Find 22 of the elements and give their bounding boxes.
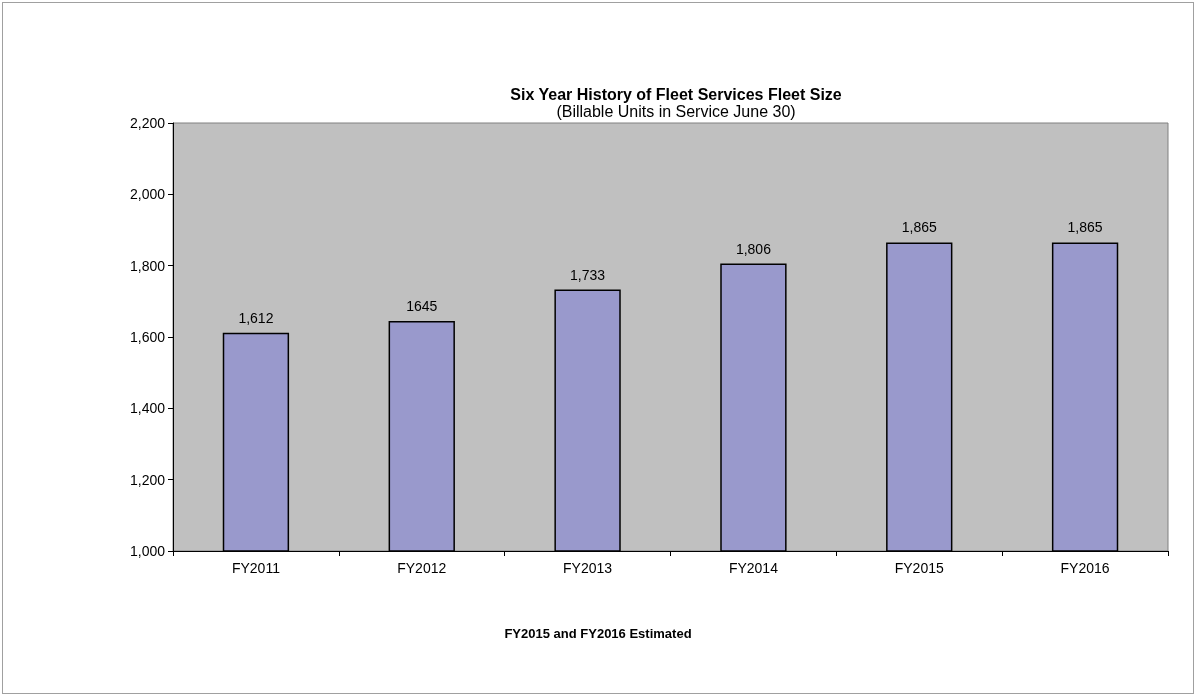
data-label: 1,865 — [901, 219, 937, 236]
y-tick-label: 1,800 — [129, 257, 166, 274]
x-tick-label: FY2014 — [728, 560, 779, 576]
y-tick-label: 2,200 — [129, 115, 166, 131]
text: FY2015 and FY2016 Estimated — [504, 626, 692, 641]
data-label: 1,733 — [570, 266, 606, 283]
data-label: 1,865 — [1067, 219, 1103, 236]
data-label: 1,612 — [238, 309, 274, 326]
chart-title: Six Year History of Fleet Services Fleet Size — [510, 85, 842, 103]
x-tick-label: FY2013 — [563, 560, 613, 576]
chart-subtitle: (Billable Units in Service June 30) — [556, 102, 796, 120]
y-tick-label: 1,200 — [129, 471, 166, 488]
y-tick-label: 2,000 — [129, 186, 166, 203]
y-tick-label: 1,600 — [129, 329, 166, 345]
y-tick-label: 1,400 — [129, 400, 166, 417]
x-tick-label: FY2016 — [1060, 560, 1110, 576]
y-tick-label: 1,000 — [129, 543, 166, 559]
data-label: 1,806 — [735, 240, 772, 257]
x-tick-label: FY2011 — [231, 560, 281, 576]
x-tick-label: FY2015 — [894, 560, 944, 576]
x-tick-label: FY2012 — [397, 560, 447, 576]
data-label: 1645 — [406, 297, 438, 314]
